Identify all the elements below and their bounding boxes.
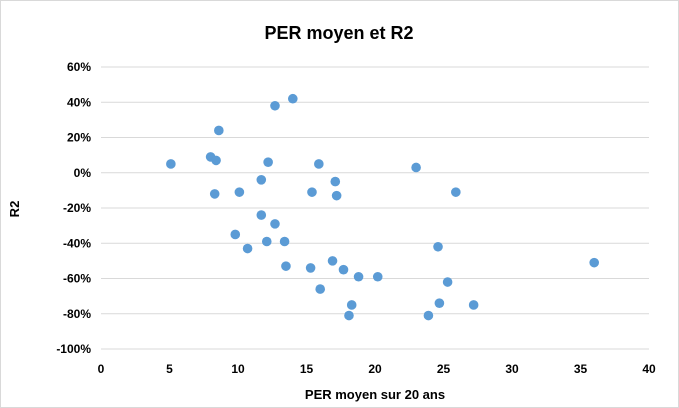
data-point — [234, 187, 245, 197]
x-axis-title: PER moyen sur 20 ans — [305, 387, 445, 402]
data-point — [256, 210, 267, 220]
data-point — [166, 159, 176, 169]
x-tick-label: 10 — [231, 362, 245, 376]
y-tick-label: 60% — [67, 60, 91, 74]
data-point — [330, 176, 341, 187]
data-point — [211, 155, 221, 166]
y-tick-label: 20% — [67, 131, 91, 145]
x-tick-label: 0 — [98, 362, 105, 376]
y-tick-label: -20% — [63, 201, 91, 215]
x-tick-label: 5 — [166, 362, 173, 376]
data-point — [589, 257, 599, 268]
data-point — [331, 190, 342, 201]
x-tick-label: 35 — [574, 362, 588, 376]
data-point — [242, 243, 253, 254]
data-point — [338, 264, 349, 275]
data-point — [261, 236, 272, 247]
x-tick-label: 30 — [505, 362, 519, 376]
y-axis-ticks: 60% 40% 20% 0% -20% -40% -60% -80% -100% — [56, 60, 91, 356]
data-point — [344, 310, 354, 321]
data-point — [263, 157, 273, 167]
data-point — [451, 187, 461, 197]
data-point — [468, 300, 479, 310]
y-axis-title: R2 — [7, 201, 22, 218]
data-point — [256, 175, 267, 185]
data-points — [166, 93, 599, 321]
data-point — [353, 271, 364, 282]
x-axis-ticks: 0 5 10 15 20 25 30 35 40 — [98, 362, 656, 376]
data-point — [307, 187, 317, 197]
data-point — [214, 125, 224, 136]
data-point — [433, 241, 443, 252]
x-tick-label: 20 — [368, 362, 382, 376]
data-point — [305, 263, 316, 273]
data-point — [314, 159, 324, 169]
y-tick-label: 40% — [67, 95, 91, 109]
data-point — [270, 219, 280, 229]
y-tick-label: 0% — [74, 166, 92, 180]
gridlines — [101, 66, 649, 350]
data-point — [281, 261, 291, 271]
data-point — [372, 271, 383, 282]
x-tick-label: 25 — [437, 362, 451, 376]
data-point — [209, 189, 220, 199]
data-point — [411, 162, 421, 173]
data-point — [315, 284, 326, 294]
y-tick-label: -80% — [63, 307, 91, 321]
data-point — [270, 100, 280, 111]
data-point — [346, 300, 357, 310]
data-point — [279, 236, 290, 247]
y-tick-label: -100% — [56, 342, 91, 356]
data-point — [434, 298, 445, 308]
y-tick-label: -60% — [63, 272, 91, 286]
chart-title: PER moyen et R2 — [264, 23, 413, 43]
data-point — [288, 93, 298, 104]
data-point — [423, 310, 434, 321]
x-tick-label: 40 — [642, 362, 656, 376]
x-tick-label: 15 — [300, 362, 314, 376]
data-point — [442, 277, 453, 287]
y-tick-label: -40% — [63, 236, 91, 250]
data-point — [230, 229, 241, 240]
data-point — [327, 256, 338, 266]
